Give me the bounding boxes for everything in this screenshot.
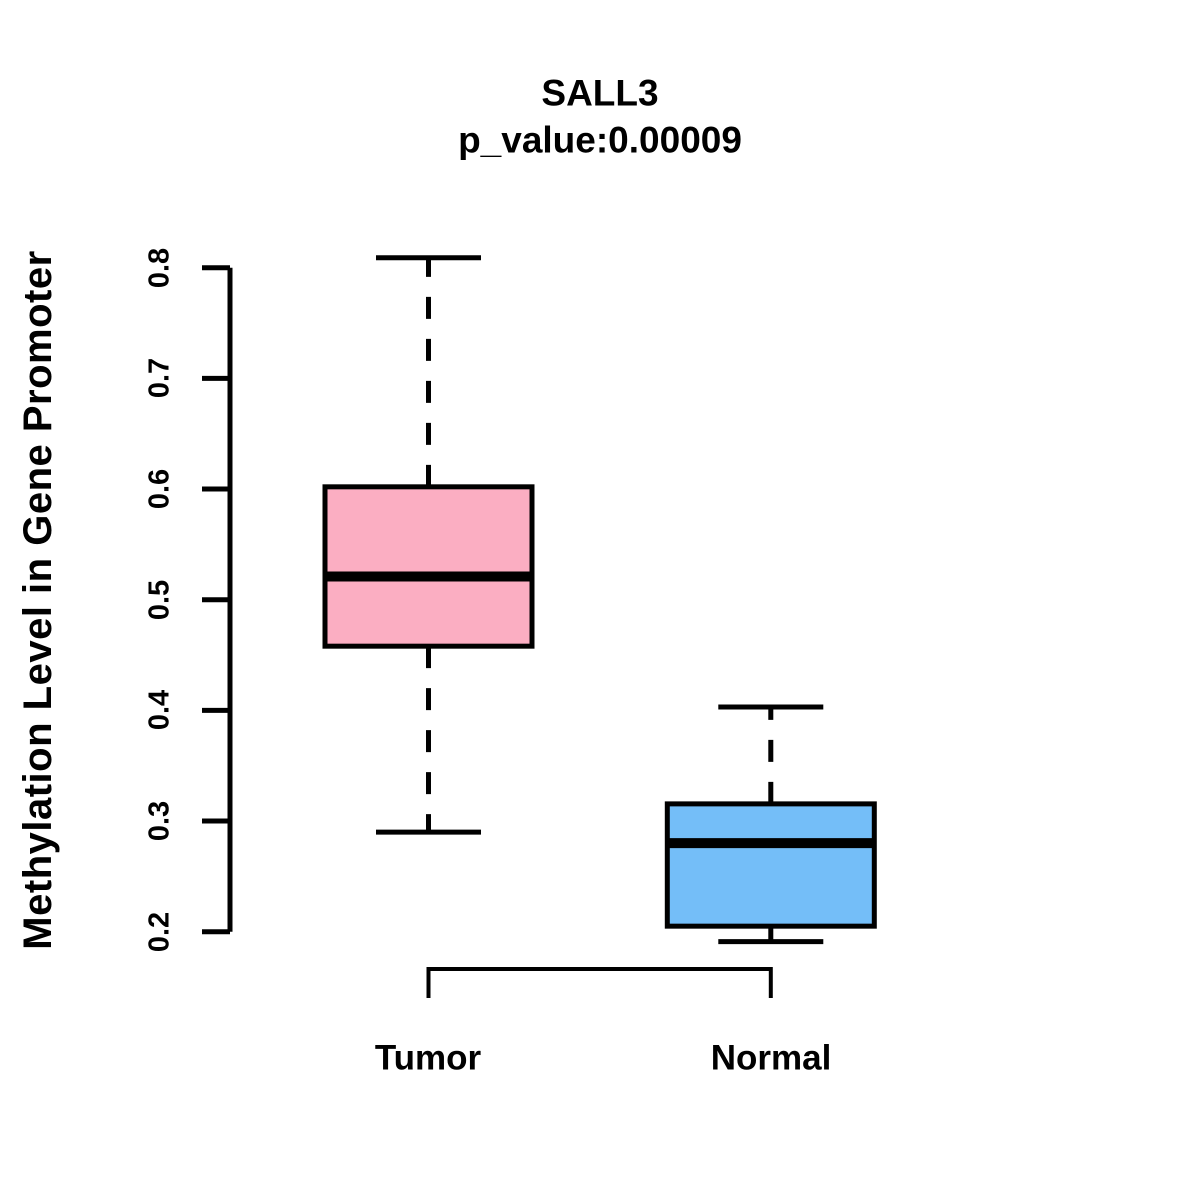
normal-box <box>664 801 877 929</box>
chart-title: SALL3 <box>541 72 659 114</box>
tumor-box <box>322 484 535 649</box>
category-label-normal: Normal <box>710 1038 832 1078</box>
y-tick-label: 0.3 <box>143 800 176 842</box>
y-tick-label: 0.6 <box>143 468 176 510</box>
y-tick-label: 0.4 <box>143 690 176 731</box>
y-tick-label: 0.5 <box>143 579 176 620</box>
y-tick-label: 0.2 <box>143 911 176 952</box>
y-tick-label: 0.8 <box>143 247 176 288</box>
y-tick-label: 0.7 <box>143 358 176 399</box>
x-axis-bracket <box>426 967 773 998</box>
category-label-tumor: Tumor <box>374 1038 482 1078</box>
y-axis-label: Methylation Level in Gene Promoter <box>16 250 60 950</box>
chart-subtitle-pvalue: p_value:0.00009 <box>458 119 742 161</box>
